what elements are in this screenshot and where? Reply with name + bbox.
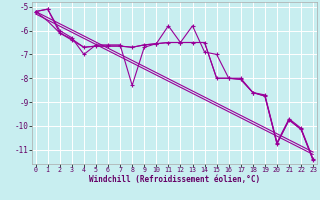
X-axis label: Windchill (Refroidissement éolien,°C): Windchill (Refroidissement éolien,°C): [89, 175, 260, 184]
